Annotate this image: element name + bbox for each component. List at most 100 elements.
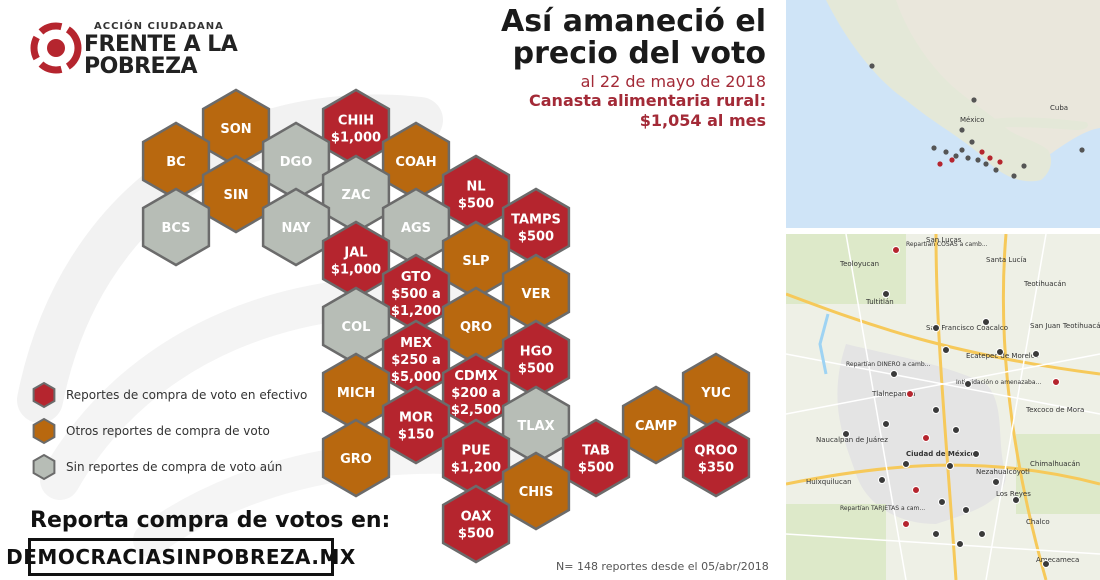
state-code: COL bbox=[342, 320, 371, 335]
hex-map: SON CHIH $1,000 BC DGO COAH SIN ZAC NL $500 BCS NAY… bbox=[141, 88, 751, 564]
map-pin[interactable] bbox=[932, 530, 940, 538]
map-pin[interactable] bbox=[842, 430, 850, 438]
state-price: $150 bbox=[398, 428, 434, 443]
report-url[interactable]: DEMOCRACIASINPOBREZA.MX bbox=[6, 545, 356, 569]
state-price: $5,000 bbox=[391, 370, 441, 385]
map-pin[interactable] bbox=[882, 420, 890, 428]
state-code: CHIH bbox=[338, 114, 374, 129]
state-code: QROO bbox=[694, 444, 737, 459]
footnote: N= 148 reportes desde el 05/abr/2018 bbox=[556, 560, 769, 573]
map-pin[interactable] bbox=[922, 434, 930, 442]
legend-item-efectivo: Reportes de compra de voto en efectivo bbox=[30, 380, 307, 410]
state-code: VER bbox=[522, 287, 551, 302]
map-pin[interactable] bbox=[932, 406, 940, 414]
pin-label-3: Intimidación o amenazaba... bbox=[956, 379, 1041, 386]
state-tile-nl: NL $500 bbox=[441, 154, 511, 234]
state-price: $200 a bbox=[451, 386, 500, 401]
hex-oax bbox=[441, 484, 511, 564]
state-tile-gro: GRO bbox=[321, 418, 391, 498]
map-pin[interactable] bbox=[890, 370, 898, 378]
state-tile-col: COL bbox=[321, 286, 391, 366]
state-code: PUE bbox=[462, 444, 491, 459]
state-price: $350 bbox=[698, 461, 734, 476]
map-pin[interactable] bbox=[912, 486, 920, 494]
title-line-2: precio del voto bbox=[512, 36, 766, 71]
map-pin[interactable] bbox=[882, 290, 890, 298]
state-price: $1,200 bbox=[391, 304, 441, 319]
report-link-box[interactable]: DEMOCRACIASINPOBREZA.MX bbox=[6, 538, 355, 576]
map-label-16: Amecameca bbox=[1036, 556, 1079, 564]
map-pin[interactable] bbox=[962, 506, 970, 514]
map-pin[interactable] bbox=[996, 348, 1004, 356]
map-label-6: San Juan Teotihuacán bbox=[1030, 322, 1100, 330]
map-pin[interactable] bbox=[938, 498, 946, 506]
city-map: San Lucas Teoloyucan Santa Lucía Tultitl… bbox=[786, 234, 1100, 580]
state-code: CAMP bbox=[635, 419, 677, 434]
map-pin[interactable] bbox=[892, 246, 900, 254]
map-pin[interactable] bbox=[902, 460, 910, 468]
state-tile-gto: GTO $500 a $1,200 bbox=[381, 253, 451, 333]
state-code: TAMPS bbox=[511, 213, 561, 228]
state-code: NL bbox=[466, 180, 485, 195]
map-label-17: Chalco bbox=[1026, 518, 1050, 526]
map-pin[interactable] bbox=[992, 478, 1000, 486]
state-code: JAL bbox=[343, 246, 367, 261]
state-price: $500 a bbox=[391, 287, 440, 302]
legend-swatch-otros bbox=[32, 417, 56, 445]
country-map: México Cuba bbox=[786, 0, 1100, 228]
map-pin[interactable] bbox=[964, 380, 972, 388]
map-pin[interactable] bbox=[952, 426, 960, 434]
map-pin[interactable] bbox=[972, 450, 980, 458]
map-label-cuba: Cuba bbox=[1050, 104, 1068, 112]
state-code: GTO bbox=[401, 270, 431, 285]
map-label-mexico: México bbox=[960, 116, 984, 124]
map-label-9: Ciudad de México bbox=[906, 450, 976, 458]
state-tile-chis: CHIS bbox=[501, 451, 571, 531]
map-pin[interactable] bbox=[1052, 378, 1060, 386]
map-pin[interactable] bbox=[946, 462, 954, 470]
map-pin[interactable] bbox=[956, 540, 964, 548]
logo-line-2: POBREZA bbox=[84, 54, 198, 79]
map-pin[interactable] bbox=[978, 530, 986, 538]
legend-label: Sin reportes de compra de voto aún bbox=[66, 460, 283, 474]
legend-label: Reportes de compra de voto en efectivo bbox=[66, 388, 308, 402]
state-code: BCS bbox=[161, 221, 190, 236]
state-tile-sin: SIN bbox=[201, 154, 271, 234]
state-code: MICH bbox=[337, 386, 375, 401]
map-label-0: San Lucas bbox=[926, 236, 962, 244]
logo-text: ACCIÓN CIUDADANA FRENTE A LA POBREZA bbox=[84, 22, 238, 79]
map-pin[interactable] bbox=[906, 390, 914, 398]
state-code: QRO bbox=[460, 320, 492, 335]
state-code: OAX bbox=[461, 510, 492, 525]
state-code: SON bbox=[220, 122, 251, 137]
map-pin[interactable] bbox=[1012, 496, 1020, 504]
state-price: $250 a bbox=[391, 353, 440, 368]
map-pin[interactable] bbox=[932, 324, 940, 332]
state-code: SLP bbox=[462, 254, 489, 269]
map-pin[interactable] bbox=[982, 318, 990, 326]
title-date: al 22 de mayo de 2018 bbox=[580, 72, 766, 91]
map-pin[interactable] bbox=[878, 476, 886, 484]
title-line-1: Así amaneció el bbox=[500, 4, 766, 39]
state-tile-mor: MOR $150 bbox=[381, 385, 451, 465]
pin-label-2: Repartían TARJETAS a cam... bbox=[840, 505, 925, 512]
map-pin[interactable] bbox=[942, 346, 950, 354]
map-pin[interactable] bbox=[902, 520, 910, 528]
logo-line-1: FRENTE A LA bbox=[84, 32, 238, 57]
state-code: BC bbox=[166, 155, 185, 170]
state-tile-pue: PUE $1,200 bbox=[441, 418, 511, 498]
state-tile-qroo: QROO $350 bbox=[681, 418, 751, 498]
state-code: CDMX bbox=[454, 369, 497, 384]
map-label-2: Santa Lucía bbox=[986, 256, 1027, 264]
map-pin[interactable] bbox=[1032, 350, 1040, 358]
state-code: SIN bbox=[223, 188, 248, 203]
legend-item-otros: Otros reportes de compra de voto bbox=[30, 416, 270, 446]
state-price: $500 bbox=[518, 230, 554, 245]
state-price: $500 bbox=[458, 527, 494, 542]
title-canasta: Canasta alimentaria rural: bbox=[529, 91, 766, 110]
state-price: $1,000 bbox=[331, 263, 381, 278]
state-code: GRO bbox=[340, 452, 372, 467]
map-pin[interactable] bbox=[1042, 560, 1050, 568]
map-label-10: Texcoco de Mora bbox=[1025, 406, 1084, 414]
